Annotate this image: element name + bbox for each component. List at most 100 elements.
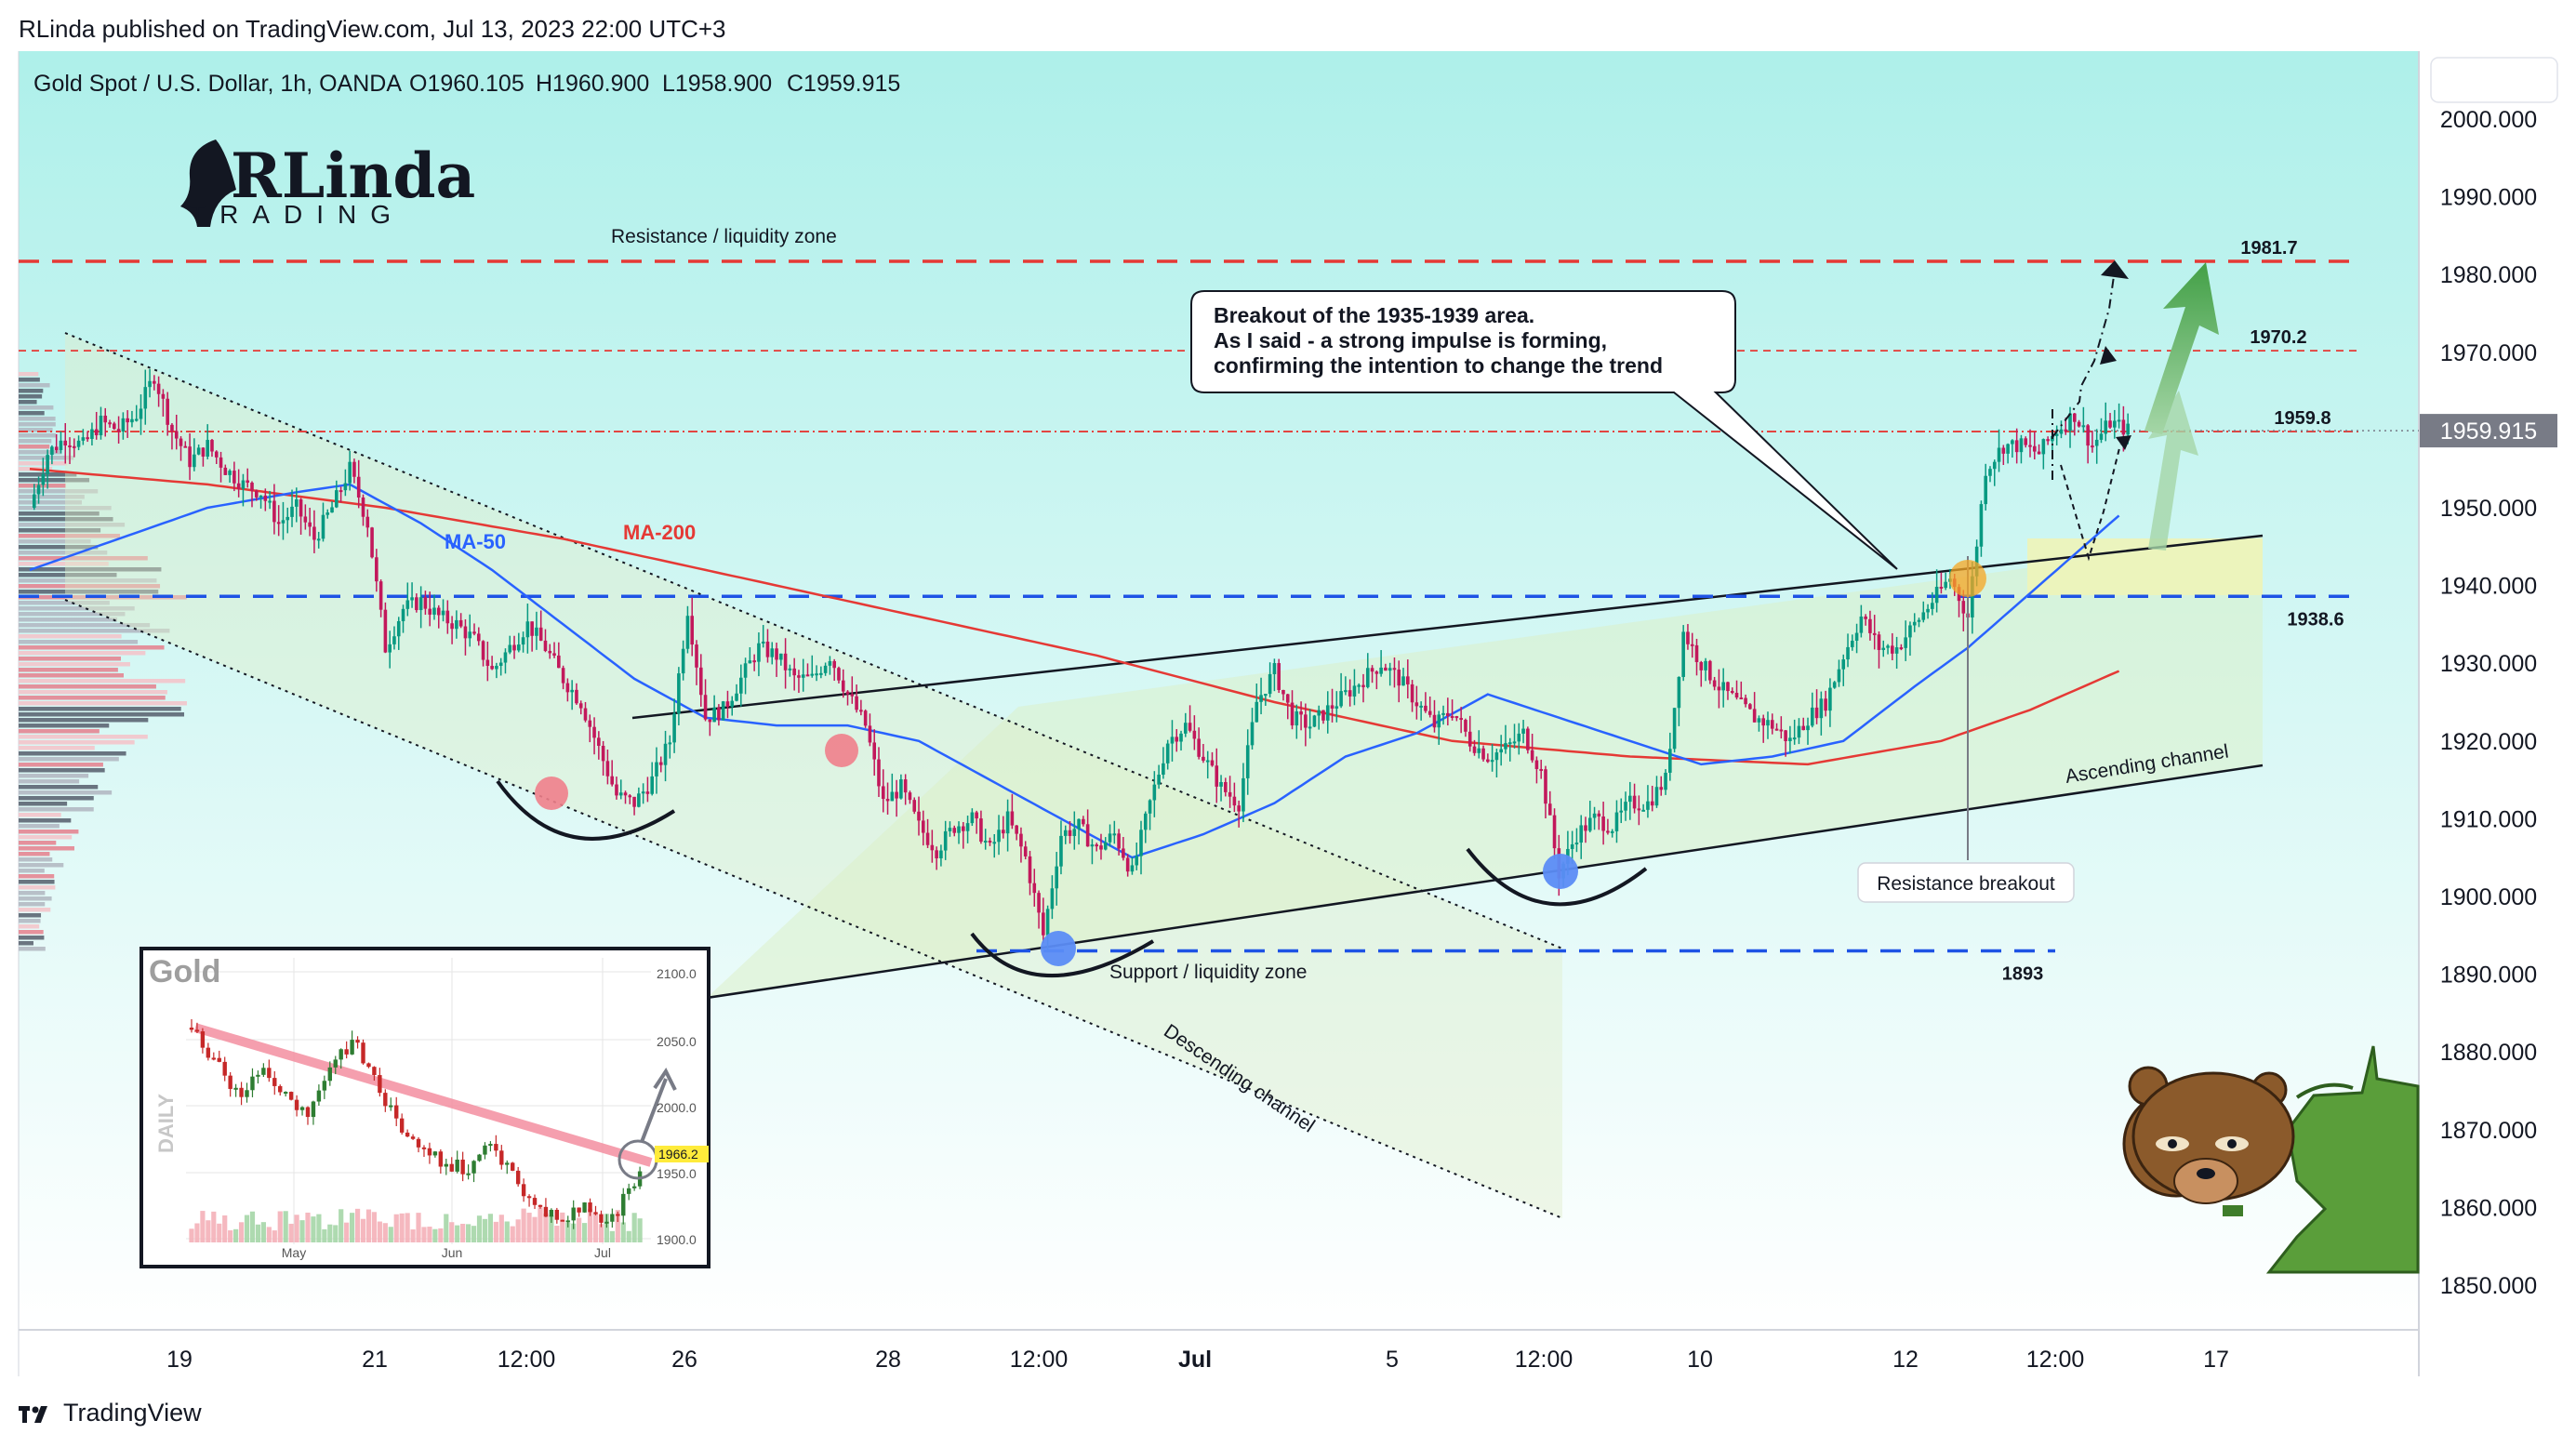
volume-profile-bar <box>19 673 124 678</box>
ma-200-line[interactable] <box>29 467 2120 766</box>
candle-body <box>1574 843 1579 845</box>
inset-candle-body <box>471 1161 476 1174</box>
candle-body <box>352 461 356 477</box>
candle-body <box>139 408 143 419</box>
candle-body <box>1045 909 1050 936</box>
inset-volume-bar <box>581 1223 588 1242</box>
candle-body <box>970 812 975 824</box>
candle-body <box>335 490 339 508</box>
inset-volume-bar <box>354 1208 361 1242</box>
candle-body <box>601 745 605 762</box>
rejection-marker-2[interactable] <box>825 734 858 767</box>
inset-candle-body <box>272 1078 277 1086</box>
currency-selector-button[interactable] <box>2430 57 2558 103</box>
candle-body <box>268 500 272 503</box>
candle-body <box>1459 718 1463 721</box>
inset-volume-bar <box>350 1213 355 1242</box>
candle-body <box>1019 833 1023 847</box>
volume-profile-bar <box>19 617 118 622</box>
descending-channel-lower <box>64 599 1563 1219</box>
candle-body <box>1357 684 1361 687</box>
candle-body <box>618 792 623 796</box>
candle-body <box>570 689 574 693</box>
candle-body <box>1285 694 1290 703</box>
breakout-marker[interactable] <box>1949 560 1986 597</box>
support-touch-marker-1[interactable] <box>1041 931 1076 966</box>
rejection-marker-1[interactable] <box>535 777 568 810</box>
candle-body <box>1624 802 1627 811</box>
y-tick-label: 1900.000 <box>2440 884 2537 910</box>
candle-body <box>979 818 983 843</box>
inset-candle-body <box>427 1148 432 1156</box>
candle-body <box>1784 730 1787 741</box>
price-chart[interactable]: Breakout of the 1935-1939 area. As I sai… <box>0 0 2576 1395</box>
candle-body <box>837 668 841 681</box>
candle-body <box>962 826 965 831</box>
volume-profile-bar <box>19 394 43 399</box>
inset-volume-bar <box>238 1222 245 1242</box>
candle-body <box>90 429 94 439</box>
candle-body <box>1650 801 1654 806</box>
candle-body <box>1130 865 1135 872</box>
candle-body <box>1419 705 1423 708</box>
inset-candle-body <box>405 1132 410 1137</box>
candle-body <box>912 800 917 812</box>
volume-profile-bar <box>19 757 119 762</box>
candle-body <box>765 641 770 657</box>
candle-body <box>50 446 54 456</box>
candle-body <box>2104 420 2108 434</box>
inset-daily-chart[interactable]: Gold DAILY 1966.2 May Jun Jul 2100.0 205… <box>139 947 710 1268</box>
level-label-1981: 1981.7 <box>2240 238 2297 259</box>
candle-body <box>285 516 290 521</box>
candle-body <box>1281 689 1285 695</box>
candle-body <box>130 418 134 423</box>
time-axis[interactable]: 19 21 12:00 26 28 12:00 Jul 5 12:00 10 12 12:00 17 <box>166 1347 2229 1373</box>
inset-volume-bar <box>538 1207 543 1242</box>
candle-body <box>458 619 463 627</box>
footer-brand[interactable]: TradingView <box>19 1399 202 1427</box>
candle-body <box>223 467 228 475</box>
candlesticks[interactable] <box>32 368 2130 951</box>
volume-profile-bar <box>19 439 52 444</box>
candle-body <box>1774 728 1779 731</box>
candle-body <box>1944 581 1947 589</box>
volume-profile-bar <box>19 534 121 538</box>
candle-body <box>2037 451 2041 455</box>
inset-volume-bar <box>288 1223 294 1242</box>
candle-body <box>841 680 845 692</box>
candle-body <box>1877 634 1881 650</box>
volume-profile-bar <box>19 718 149 723</box>
candle-body <box>650 776 654 794</box>
candle-body <box>1486 759 1490 763</box>
inset-volume-bar <box>487 1214 494 1242</box>
candle-body <box>1872 632 1877 635</box>
candle-body <box>1699 661 1704 670</box>
support-touch-marker-2[interactable] <box>1543 854 1578 889</box>
candle-body <box>250 483 254 491</box>
candle-body <box>73 445 76 448</box>
candle-body <box>54 446 59 450</box>
ma-200-label: MA-200 <box>623 521 696 544</box>
candle-body <box>983 841 988 843</box>
candle-body <box>525 621 530 638</box>
volume-profile-bar <box>19 896 52 901</box>
candle-body <box>1979 504 1984 547</box>
candle-body <box>2117 419 2121 422</box>
inset-price-tag-label: 1966.2 <box>658 1147 698 1162</box>
candle-body <box>41 473 46 485</box>
candle-body <box>1242 777 1245 812</box>
ohlc-low: L1958.900 <box>662 71 772 97</box>
candle-body <box>2024 438 2028 445</box>
candle-body <box>312 526 316 540</box>
symbol-name[interactable]: Gold Spot / U.S. Dollar, 1h, OANDA <box>33 71 402 97</box>
ascending-channel-lower <box>706 763 2264 1000</box>
candle-body <box>339 490 343 493</box>
volume-profile-bar <box>19 690 167 695</box>
inset-volume-bar <box>587 1208 593 1242</box>
candle-body <box>1841 659 1846 670</box>
candle-body <box>845 691 850 695</box>
candle-body <box>2001 447 2006 454</box>
candle-body <box>1237 805 1241 812</box>
candle-body <box>236 483 241 489</box>
candle-body <box>1410 684 1414 703</box>
